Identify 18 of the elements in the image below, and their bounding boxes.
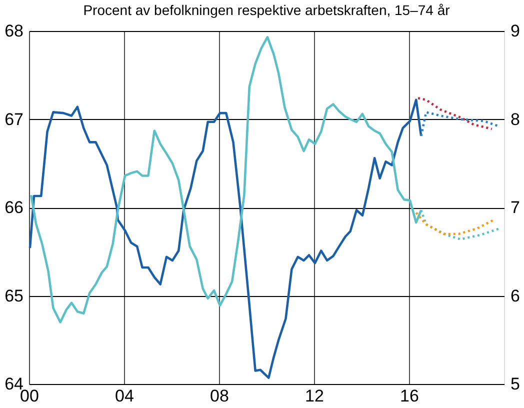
y2-tick-label: 6 [510, 286, 520, 306]
line-series [416, 96, 494, 130]
y2-tick-label: 9 [510, 22, 520, 40]
x-tick-label: 08 [210, 386, 229, 406]
y-tick-label: 68 [4, 22, 24, 40]
y2-tick-label: 5 [510, 374, 520, 394]
line-series [28, 98, 422, 379]
x-tick-label: 16 [400, 386, 419, 406]
x-tick-label: 04 [115, 386, 134, 406]
y-tick-label: 65 [4, 286, 24, 306]
y-tick-label: 66 [4, 198, 24, 217]
line-series [414, 212, 495, 236]
line-series [420, 111, 500, 138]
y2-tick-label: 7 [510, 198, 520, 217]
y-tick-label: 67 [4, 110, 24, 129]
chart-title: Procent av befolkningen respektive arbetskraften, 15–74 år [83, 2, 450, 18]
y2-tick-label: 8 [510, 110, 520, 129]
x-tick-label: 12 [305, 386, 324, 406]
